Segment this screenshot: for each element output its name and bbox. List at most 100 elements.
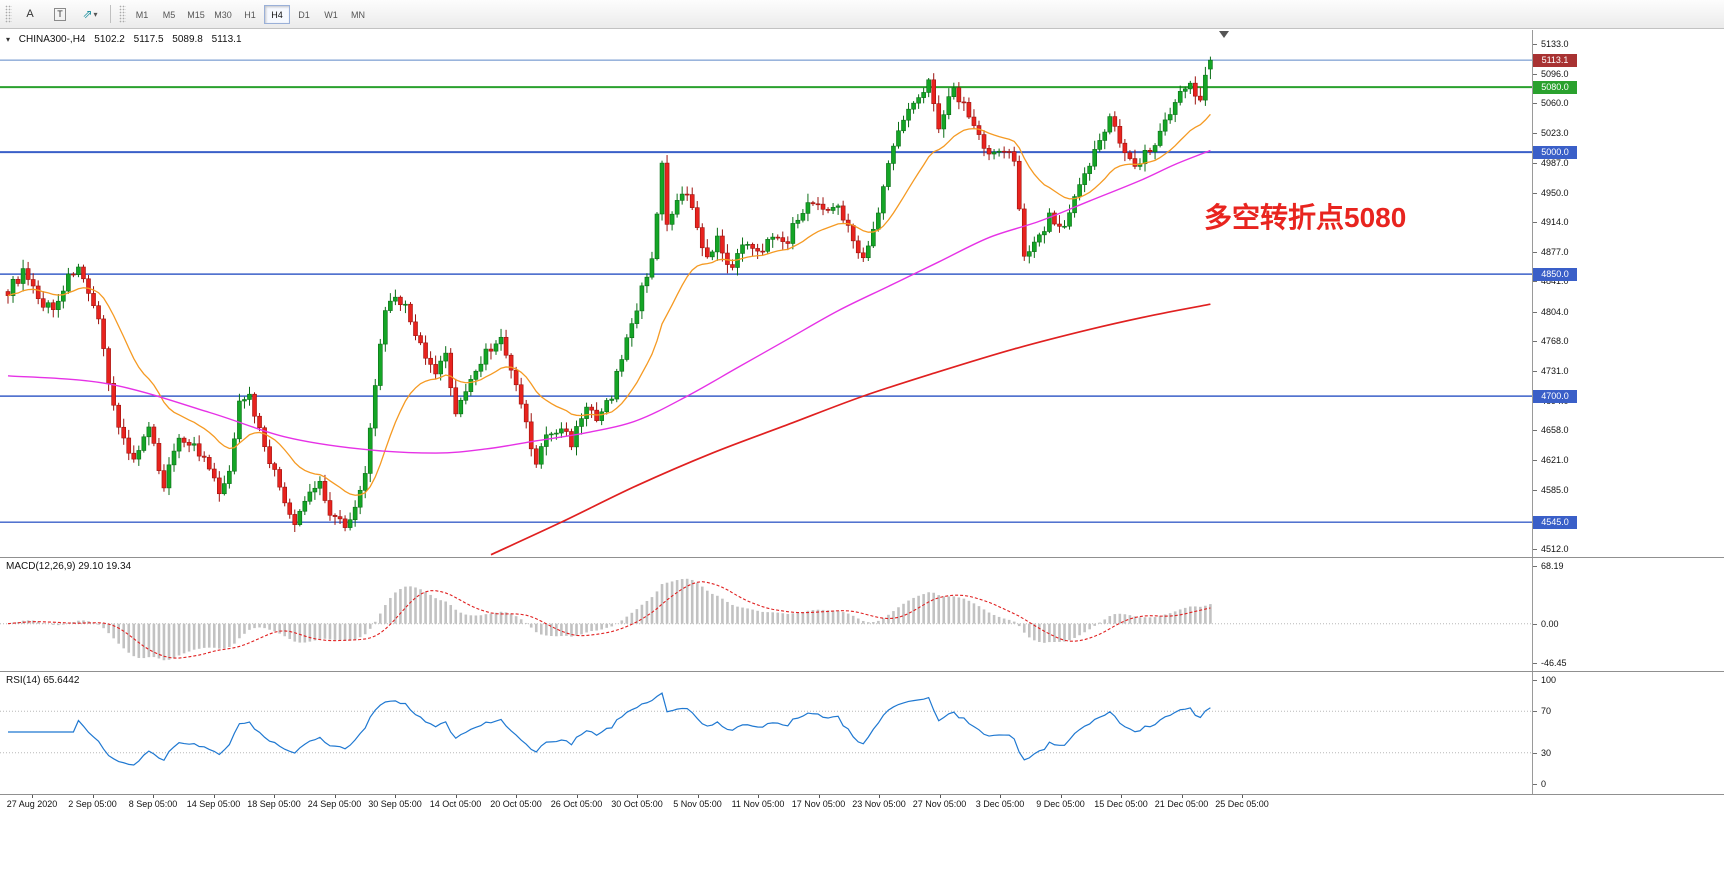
price-axis-label: 4768.0 bbox=[1541, 335, 1569, 346]
timeframe-button-m30[interactable]: M30 bbox=[214, 9, 232, 20]
price-axis-tick bbox=[1533, 252, 1537, 254]
time-axis-label: 25 Dec 05:00 bbox=[1215, 799, 1269, 809]
arrow-tool-label: A bbox=[26, 8, 34, 20]
ma-fast-line bbox=[7, 113, 1211, 496]
time-axis-label: 8 Sep 05:00 bbox=[128, 799, 178, 809]
macd-axis-label: 68.19 bbox=[1541, 561, 1564, 571]
price-axis-tick bbox=[1533, 133, 1537, 135]
time-axis-label: 2 Sep 05:00 bbox=[68, 799, 117, 809]
shapes-tool-button[interactable]: ⇗ ▾ bbox=[75, 3, 105, 25]
price-axis-label: 5060.0 bbox=[1541, 98, 1569, 109]
rsi-axis-label: 0 bbox=[1541, 779, 1547, 789]
time-axis-tick bbox=[818, 795, 820, 798]
arrow-tool-button[interactable]: A bbox=[15, 3, 45, 25]
symbol-timeframe-label: CHINA300-,H4 bbox=[18, 34, 86, 45]
timeframe-button-h1[interactable]: H1 bbox=[244, 9, 256, 20]
panel-separator[interactable] bbox=[0, 557, 1724, 558]
price-axis-label: 4621.0 bbox=[1541, 455, 1569, 466]
time-axis-label: 24 Sep 05:00 bbox=[307, 799, 362, 809]
price-axis-tick bbox=[1533, 549, 1537, 550]
rsi-axis-label: 100 bbox=[1541, 675, 1557, 685]
macd-histogram bbox=[11, 578, 1212, 661]
ma-slow-line bbox=[490, 303, 1211, 556]
time-axis-tick bbox=[334, 795, 336, 798]
macd-canvas[interactable] bbox=[0, 558, 1532, 671]
candles-layer[interactable] bbox=[5, 56, 1213, 533]
price-axis-tick bbox=[1533, 222, 1537, 224]
time-axis-label: 14 Oct 05:00 bbox=[429, 799, 482, 809]
macd-axis-label: 0.00 bbox=[1541, 618, 1559, 629]
timeframe-button-h4[interactable]: H4 bbox=[264, 4, 290, 24]
time-axis-tick bbox=[1181, 795, 1183, 798]
time-axis-label: 14 Sep 05:00 bbox=[186, 799, 241, 809]
price-axis-label: 4804.0 bbox=[1541, 306, 1569, 317]
time-axis-label: 5 Nov 05:00 bbox=[673, 799, 722, 809]
price-badge-4545.0: 4545.0 bbox=[1533, 515, 1577, 529]
macd-axis-tick bbox=[1533, 566, 1537, 567]
timeframe-button-w1[interactable]: W1 bbox=[324, 9, 338, 20]
price-axis-tick bbox=[1533, 311, 1537, 313]
timeframe-button-mn[interactable]: MN bbox=[351, 9, 365, 20]
time-axis-tick bbox=[395, 795, 396, 798]
toolbar-separator bbox=[110, 5, 111, 23]
price-axis-label: 4914.0 bbox=[1541, 217, 1569, 228]
rsi-axis-tick bbox=[1533, 711, 1537, 713]
time-axis-tick bbox=[1121, 795, 1122, 798]
time-axis-tick bbox=[939, 795, 941, 798]
macd-signal-line bbox=[7, 581, 1211, 659]
open-value: 5102.2 bbox=[94, 34, 125, 45]
time-axis-label: 30 Oct 05:00 bbox=[611, 799, 663, 809]
time-axis-label: 21 Dec 05:00 bbox=[1154, 799, 1209, 809]
price-axis-tick bbox=[1533, 44, 1537, 45]
toolbar: A T ⇗ ▾ M1 M5 M15 M30 H1 H4 D1 W1 MN bbox=[0, 0, 1724, 29]
annotation-text[interactable]: 多空转折点5080 bbox=[1204, 202, 1407, 233]
main-chart-canvas[interactable] bbox=[0, 30, 1532, 557]
time-axis[interactable]: 27 Aug 2020 2 Sep 05:00 8 Sep 05:00 14 Sep … bbox=[0, 795, 1724, 813]
panel-separator[interactable] bbox=[0, 671, 1724, 672]
price-axis-tick bbox=[1533, 74, 1537, 76]
price-axis-tick bbox=[1533, 340, 1537, 342]
shapes-icon: ⇗ bbox=[82, 7, 93, 21]
price-axis-tick bbox=[1533, 281, 1537, 283]
price-axis-label: 4841.0 bbox=[1541, 276, 1569, 287]
chart-shift-icon[interactable] bbox=[1219, 31, 1229, 38]
price-axis-label: 4877.0 bbox=[1541, 247, 1569, 258]
price-axis-label: 5133.0 bbox=[1541, 39, 1569, 49]
text-tool-icon: T bbox=[54, 7, 66, 21]
price-axis-tick bbox=[1533, 162, 1537, 164]
macd-axis-tick bbox=[1533, 623, 1537, 625]
price-axis-tick bbox=[1533, 430, 1537, 432]
rsi-line bbox=[8, 692, 1211, 766]
timeframe-toolbar-grip[interactable] bbox=[119, 5, 126, 23]
timeframe-button-m15[interactable]: M15 bbox=[187, 9, 205, 20]
time-axis-label: 20 Oct 05:00 bbox=[490, 799, 542, 809]
time-axis-tick bbox=[455, 795, 457, 798]
price-badge-5113.1: 5113.1 bbox=[1533, 53, 1577, 67]
price-axis-label: 4658.0 bbox=[1541, 425, 1569, 436]
close-value: 5113.1 bbox=[211, 34, 242, 45]
price-axis-label: 5096.0 bbox=[1541, 69, 1569, 80]
panel-separator bbox=[0, 794, 1724, 795]
timeframe-button-d1[interactable]: D1 bbox=[298, 9, 310, 20]
price-axis[interactable]: 5133.0 5096.0 5060.0 5023.0 4987.0 4950.0 4914… bbox=[1532, 30, 1724, 813]
chart-context-icon: ▾ bbox=[6, 35, 11, 44]
rsi-indicator-header: RSI(14) 65.6442 bbox=[6, 675, 80, 686]
timeframe-button-m1[interactable]: M1 bbox=[135, 9, 149, 20]
time-axis-label: 15 Dec 05:00 bbox=[1094, 799, 1148, 809]
time-axis-tick bbox=[697, 795, 699, 798]
time-axis-tick bbox=[758, 795, 759, 798]
time-axis-label: 11 Nov 05:00 bbox=[731, 799, 785, 809]
time-axis-label: 26 Oct 05:00 bbox=[550, 799, 603, 809]
time-axis-label: 27 Aug 2020 bbox=[6, 799, 58, 809]
price-axis-tick bbox=[1533, 192, 1537, 194]
rsi-canvas[interactable] bbox=[0, 672, 1532, 794]
price-badge-5000.0: 5000.0 bbox=[1533, 145, 1577, 159]
price-axis-label: 5023.0 bbox=[1541, 128, 1569, 139]
time-axis-label: 23 Nov 05:00 bbox=[852, 799, 906, 809]
time-axis-label: 27 Nov 05:00 bbox=[912, 799, 967, 809]
timeframe-button-m5[interactable]: M5 bbox=[162, 9, 176, 20]
toolbar-grip[interactable] bbox=[5, 5, 12, 23]
macd-axis-tick bbox=[1533, 663, 1537, 664]
text-tool-button[interactable]: T bbox=[45, 3, 75, 25]
time-axis-tick bbox=[1000, 795, 1001, 798]
